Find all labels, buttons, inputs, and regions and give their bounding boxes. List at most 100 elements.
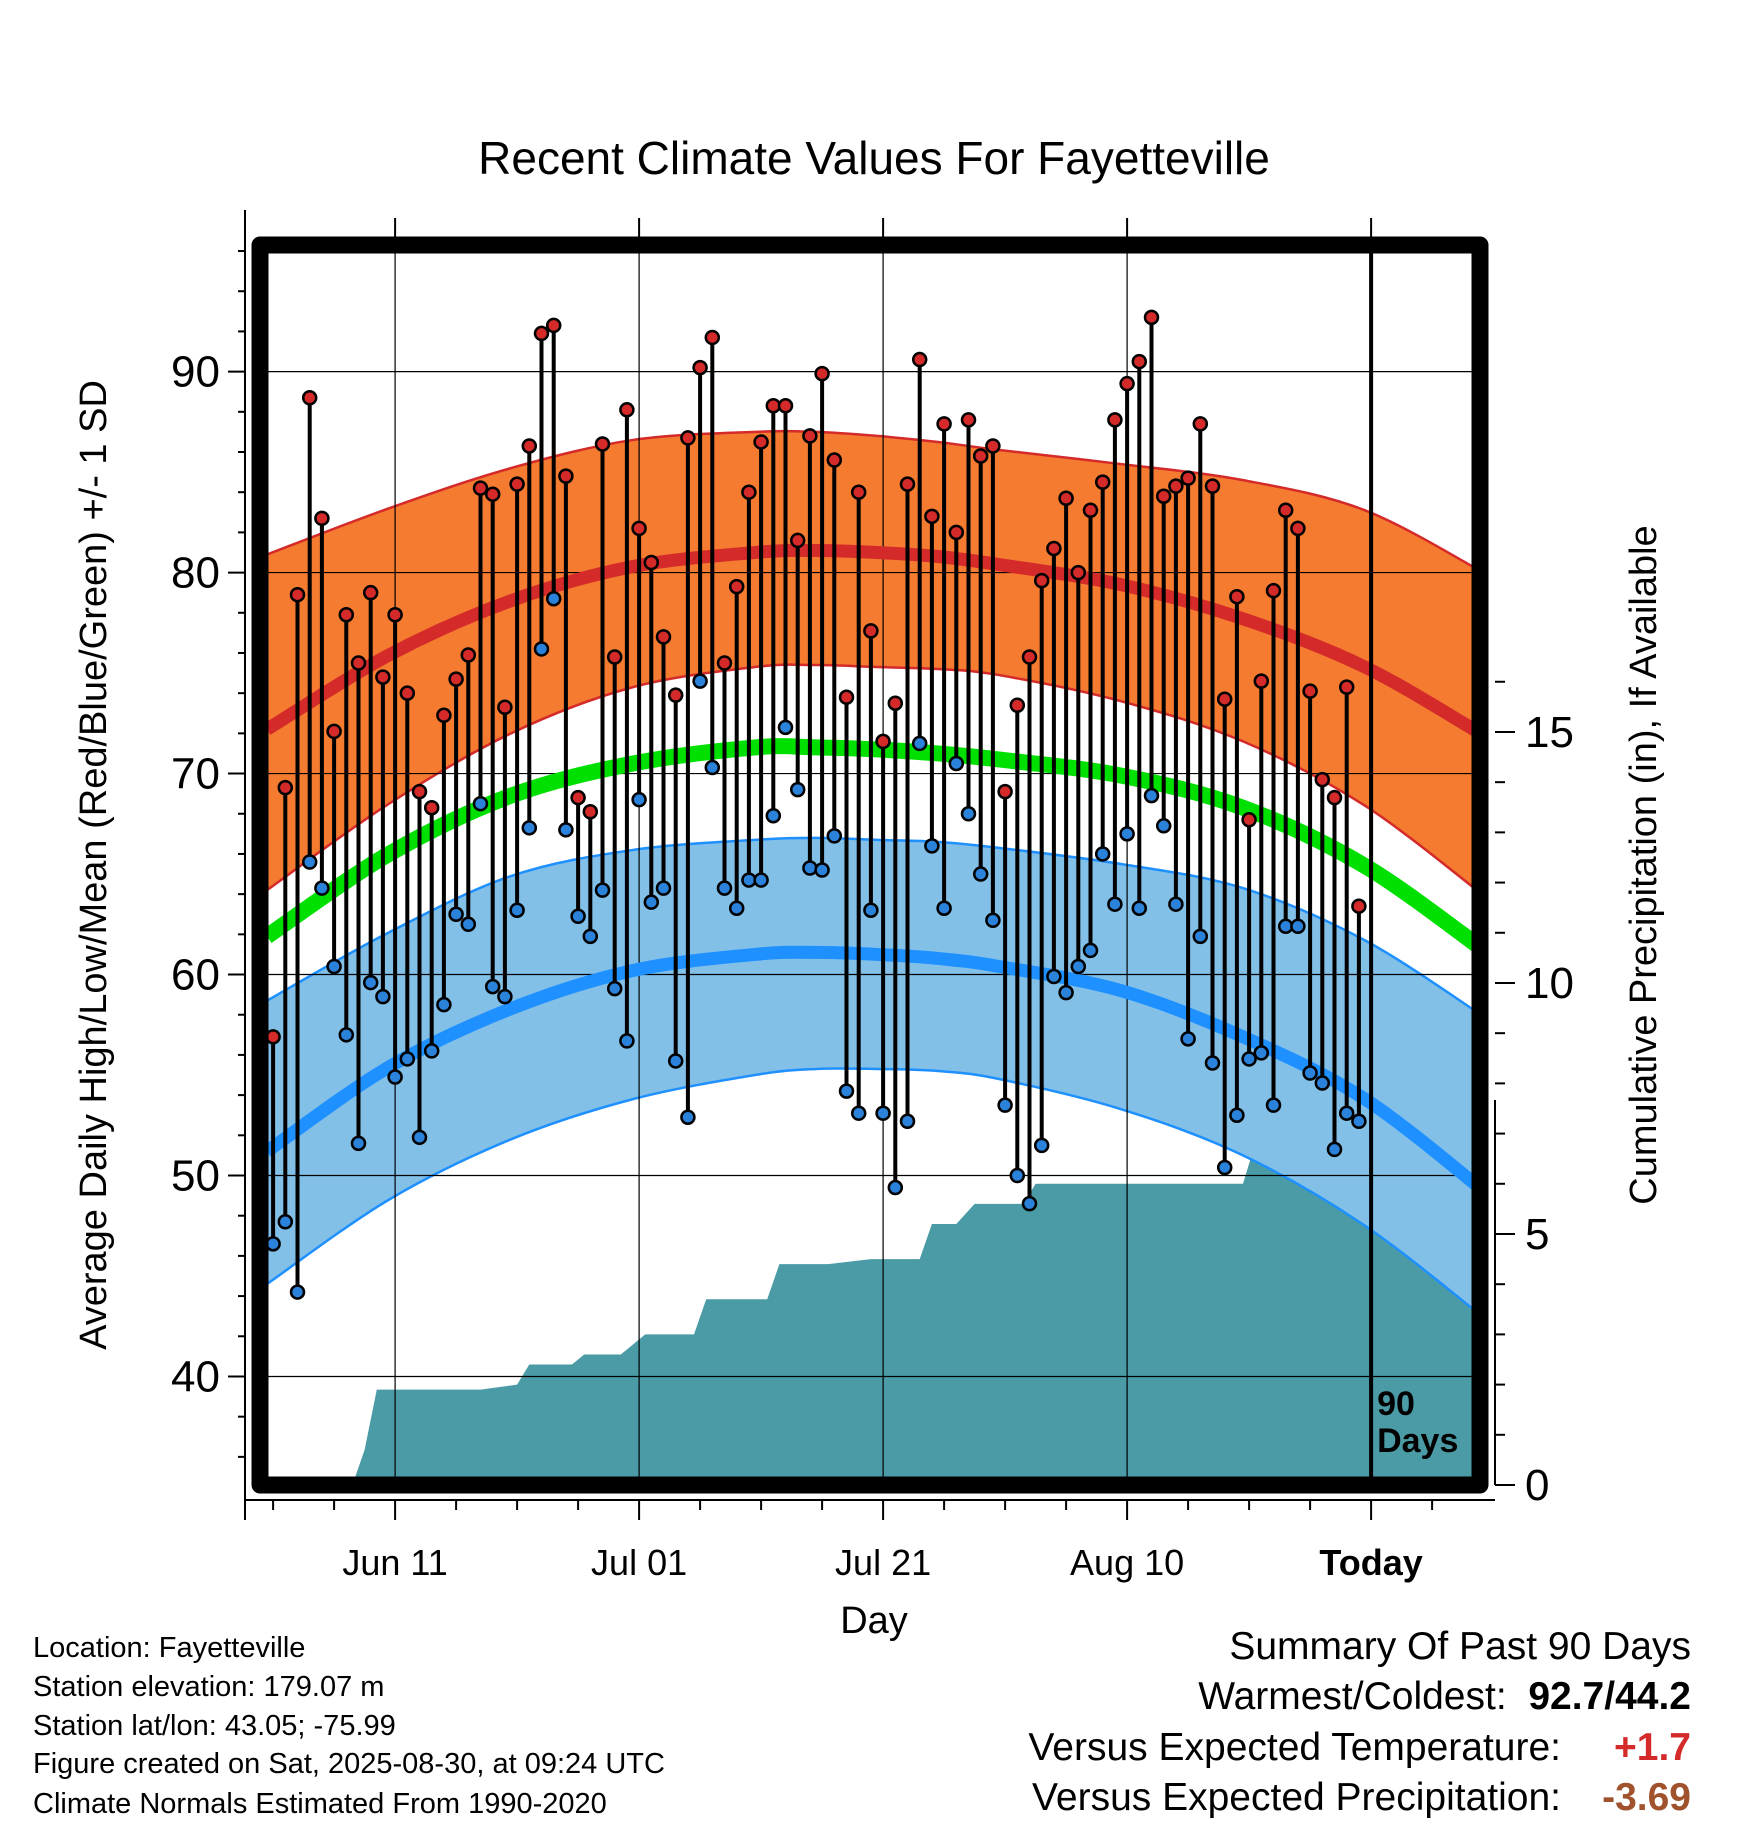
daily-low-point <box>1290 918 1306 935</box>
daily-low-point <box>1229 1107 1245 1123</box>
warmest-slash: / <box>1604 1675 1616 1718</box>
daily-low-point <box>460 916 477 933</box>
daily-high-point <box>777 398 794 414</box>
daily-low-point <box>1033 1137 1050 1154</box>
daily-high-point <box>1009 697 1026 713</box>
axes: 40 50 60 70 80 90 0 5 10 15 Jun 11 Jul 01 Jul 21 Aug … <box>171 210 1574 1583</box>
daily-high-point <box>1033 572 1050 589</box>
summary-temp-row: Versus Expected Temperature: +1.7 <box>1028 1728 1691 1767</box>
daily-low-point <box>1253 1045 1270 1061</box>
daily-low-point <box>1107 896 1123 912</box>
daily-high-point <box>1229 588 1245 605</box>
daily-low-point <box>1204 1055 1221 1071</box>
daily-low-point <box>301 854 318 870</box>
daily-high-point <box>1094 474 1111 490</box>
daily-high-point <box>667 687 684 703</box>
x-axis-label: Day <box>840 1600 908 1642</box>
daily-high-point <box>1302 683 1318 699</box>
daily-low-point <box>350 1135 367 1152</box>
x-tick-label: Aug 10 <box>1070 1542 1184 1583</box>
temp-label: Versus Expected Temperature: <box>1028 1726 1561 1769</box>
daily-high-point <box>1155 488 1172 504</box>
daily-high-point <box>899 476 916 492</box>
daily-high-point <box>789 532 806 549</box>
warmest-value: 92.7 <box>1528 1675 1605 1718</box>
plot-frame <box>251 236 1489 1494</box>
daily-low-point <box>314 880 330 896</box>
precipitation-area <box>267 1088 1480 1485</box>
daily-high-point <box>680 430 696 446</box>
daily-low-point <box>887 1179 904 1196</box>
daily-high-point <box>826 452 843 468</box>
daily-low-point <box>631 791 647 808</box>
daily-high-point <box>814 365 830 382</box>
daily-low-point <box>692 673 708 689</box>
daily-low-point <box>728 900 745 916</box>
daily-high-point <box>606 649 623 665</box>
daily-low-point <box>850 1105 867 1121</box>
daily-high-point <box>985 438 1001 454</box>
daily-low-point <box>594 882 611 898</box>
daily-high-point <box>728 578 745 595</box>
daily-high-point <box>1021 649 1038 665</box>
daily-low-point <box>985 912 1001 929</box>
daily-low-point <box>1314 1075 1331 1091</box>
daily-high-point <box>960 412 977 428</box>
daily-low-point <box>643 894 660 910</box>
daily-low-point <box>899 1113 916 1129</box>
daily-high-point <box>301 389 318 406</box>
daily-low-point <box>1168 896 1184 912</box>
daily-low-point <box>814 862 830 878</box>
daily-high-point <box>997 783 1013 800</box>
y-tick-label: 40 <box>171 1352 220 1401</box>
daily-low-point <box>1021 1195 1038 1212</box>
daily-high-point <box>863 623 879 639</box>
daily-low-point <box>1241 1051 1257 1067</box>
daily-high-point <box>655 629 672 645</box>
daily-low-point <box>472 795 489 812</box>
elevation-text: Station elevation: 179.07 m <box>33 1671 385 1703</box>
daily-high-point <box>838 689 855 705</box>
daily-low-point <box>1082 942 1099 959</box>
daily-high-point <box>521 438 538 454</box>
daily-high-point <box>1131 353 1148 370</box>
daily-high-point <box>887 695 904 711</box>
daily-high-point <box>1253 673 1270 689</box>
normals-text: Climate Normals Estimated From 1990-2020 <box>33 1788 607 1820</box>
daily-high-point <box>1107 412 1123 428</box>
daily-high-point <box>265 1029 281 1045</box>
daily-low-point <box>1131 900 1148 916</box>
daily-high-point <box>911 351 928 368</box>
y2-axis-label: Cumulative Precipitation (in), If Availa… <box>1623 525 1665 1204</box>
daily-high-point <box>558 468 574 484</box>
daily-high-point <box>936 416 952 432</box>
daily-low-point <box>655 880 672 896</box>
daily-low-point <box>326 958 342 975</box>
daily-low-point <box>765 808 782 824</box>
daily-high-point <box>497 699 513 715</box>
daily-low-point <box>362 974 379 991</box>
daily-high-point <box>631 520 647 537</box>
daily-high-point <box>1290 520 1306 537</box>
daily-low-point <box>924 838 940 854</box>
daily-low-point <box>1351 1113 1367 1129</box>
daily-high-point <box>387 607 403 623</box>
y-tick-label: 90 <box>171 348 220 397</box>
daily-low-point <box>265 1236 281 1252</box>
daily-high-point <box>1265 582 1282 599</box>
daily-low-point <box>1265 1097 1282 1113</box>
daily-high-point <box>362 584 379 601</box>
daily-high-point <box>375 669 391 685</box>
temp-value: +1.7 <box>1614 1726 1691 1769</box>
daily-high-point <box>1168 478 1184 494</box>
daily-high-point <box>924 508 940 525</box>
daily-low-point <box>387 1069 403 1085</box>
daily-low-point <box>1058 984 1074 1001</box>
daily-low-point <box>1046 968 1062 985</box>
daily-low-point <box>1192 928 1209 945</box>
summary-heading: Summary Of Past 90 Days <box>1229 1625 1691 1668</box>
summary-precip-row: Versus Expected Precipitation: -3.69 <box>1032 1778 1691 1817</box>
daily-low-point <box>1143 787 1160 804</box>
daily-low-point <box>338 1027 355 1043</box>
daily-high-point <box>594 436 611 452</box>
